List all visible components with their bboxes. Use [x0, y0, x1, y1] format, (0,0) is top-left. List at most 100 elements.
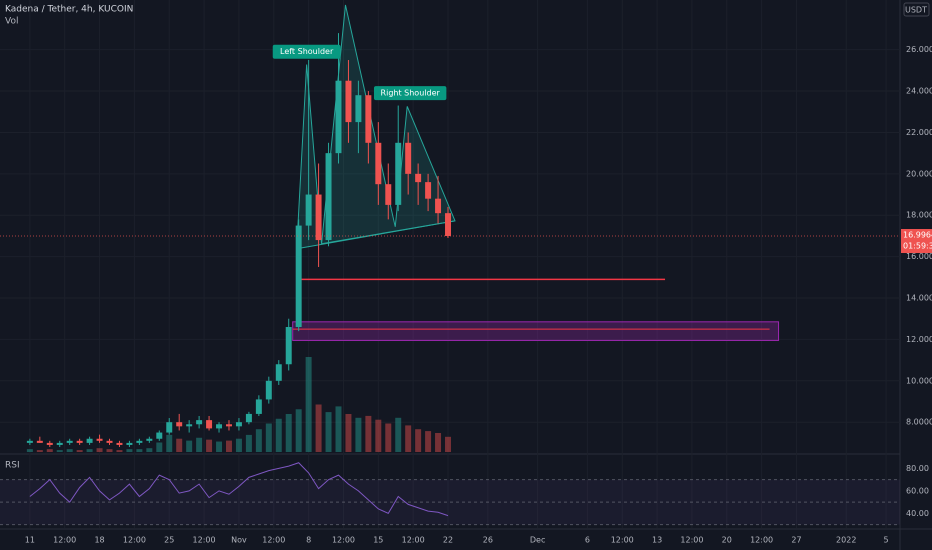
candle-body [365, 95, 372, 143]
candle-body [395, 142, 402, 205]
x-tick-label: 2022 [836, 536, 856, 545]
y-tick-label: 18.0000 [906, 211, 932, 220]
x-tick-label: 20 [722, 536, 732, 545]
volume-bar [365, 415, 372, 452]
volume-bar [86, 449, 93, 452]
volume-bar [285, 414, 292, 452]
volume-bar [166, 434, 173, 452]
volume-bar [345, 414, 352, 452]
volume-bar [176, 438, 183, 452]
volume-bar [445, 436, 451, 452]
candle-body [425, 182, 432, 199]
candle-body [166, 422, 173, 433]
volume-bar [305, 357, 312, 452]
candle-body [255, 399, 262, 414]
candle-body [196, 420, 203, 425]
candle-body [275, 364, 282, 381]
candle-body [56, 442, 63, 445]
currency-box [903, 2, 930, 17]
y-tick-label: 26.0000 [906, 45, 932, 54]
x-tick-label: 6 [585, 536, 590, 545]
candle-body [335, 80, 342, 154]
candle-body [405, 142, 412, 174]
y-tick-label: 22.0000 [906, 128, 932, 137]
annotation: Right Shoulder [381, 89, 441, 98]
volume-bar [46, 449, 53, 452]
volume-bar [146, 448, 153, 452]
y-tick-label: 20.0000 [906, 169, 932, 178]
candle-body [245, 413, 252, 423]
candle-body [315, 194, 322, 241]
x-tick-label: 25 [164, 536, 174, 545]
x-tick-label: 12:00 [123, 536, 146, 545]
volume-bar [405, 425, 412, 452]
annotation: Left Shoulder [280, 47, 334, 56]
rsi-tick-label: 40.00 [906, 509, 929, 518]
candle-body [235, 422, 242, 427]
candle-body [355, 95, 362, 123]
x-tick-label: 12:00 [53, 536, 76, 545]
annotation-box [373, 86, 447, 101]
neckline [321, 220, 456, 245]
volume-bar [26, 449, 33, 452]
x-tick-label: 22 [443, 536, 453, 545]
y-tick-label: 12.0000 [906, 335, 932, 344]
candle-body [206, 420, 213, 429]
x-tick-label: 8 [306, 536, 311, 545]
y-tick-label: 8.0000 [906, 418, 932, 427]
candle-body [106, 440, 113, 443]
volume-bar [136, 449, 143, 452]
volume-bar [186, 440, 193, 452]
x-tick-label: Dec [530, 536, 545, 545]
y-tick-label: 14.0000 [906, 294, 932, 303]
volume-bar [216, 441, 223, 452]
last-price-box [901, 229, 932, 254]
x-tick-label: 12:00 [611, 536, 634, 545]
x-tick-label: 26 [483, 536, 493, 545]
volume-bar [225, 440, 232, 452]
candle-body [86, 438, 93, 443]
annotation-box [272, 44, 341, 59]
volume-bar [295, 409, 302, 452]
volume-bar [106, 449, 113, 452]
candle-body [126, 442, 133, 445]
candle-body [345, 80, 352, 123]
candle-body [36, 440, 43, 443]
x-tick-label: 12:00 [262, 536, 285, 545]
rsi-tick-label: 60.00 [906, 486, 929, 495]
candle-body [415, 173, 422, 183]
candle-body [435, 198, 442, 214]
x-tick-label: 12:00 [193, 536, 216, 545]
volume-bar [156, 442, 163, 452]
volume-bar [315, 404, 322, 452]
y-tick-label: 24.0000 [906, 87, 932, 96]
candle-body [176, 422, 183, 427]
volume-bar [245, 434, 252, 452]
candle-body [295, 225, 302, 327]
volume-bar [355, 417, 362, 452]
x-tick-label: 18 [94, 536, 104, 545]
candle-body [186, 424, 193, 427]
x-tick-label: 12:00 [750, 536, 773, 545]
volume-bar [435, 433, 442, 452]
last-price-label: 16.9964 [903, 231, 932, 240]
volume-label: Vol [5, 17, 18, 27]
chart-title: Kadena / Tether, 4h, KUCOIN [5, 5, 133, 15]
candle-body [96, 438, 103, 441]
volume-bar [265, 423, 272, 452]
rsi-tick-label: 80.00 [906, 464, 929, 473]
volume-bar [126, 449, 133, 452]
candle-body [136, 440, 143, 443]
candle-body [116, 442, 123, 445]
volume-bar [56, 450, 63, 452]
volume-bar [196, 437, 203, 452]
candle-body [385, 184, 392, 205]
volume-bar [255, 429, 262, 452]
volume-bar [375, 419, 382, 452]
volume-bar [235, 438, 242, 452]
x-tick-label: 12:00 [680, 536, 703, 545]
volume-bar [206, 439, 213, 452]
